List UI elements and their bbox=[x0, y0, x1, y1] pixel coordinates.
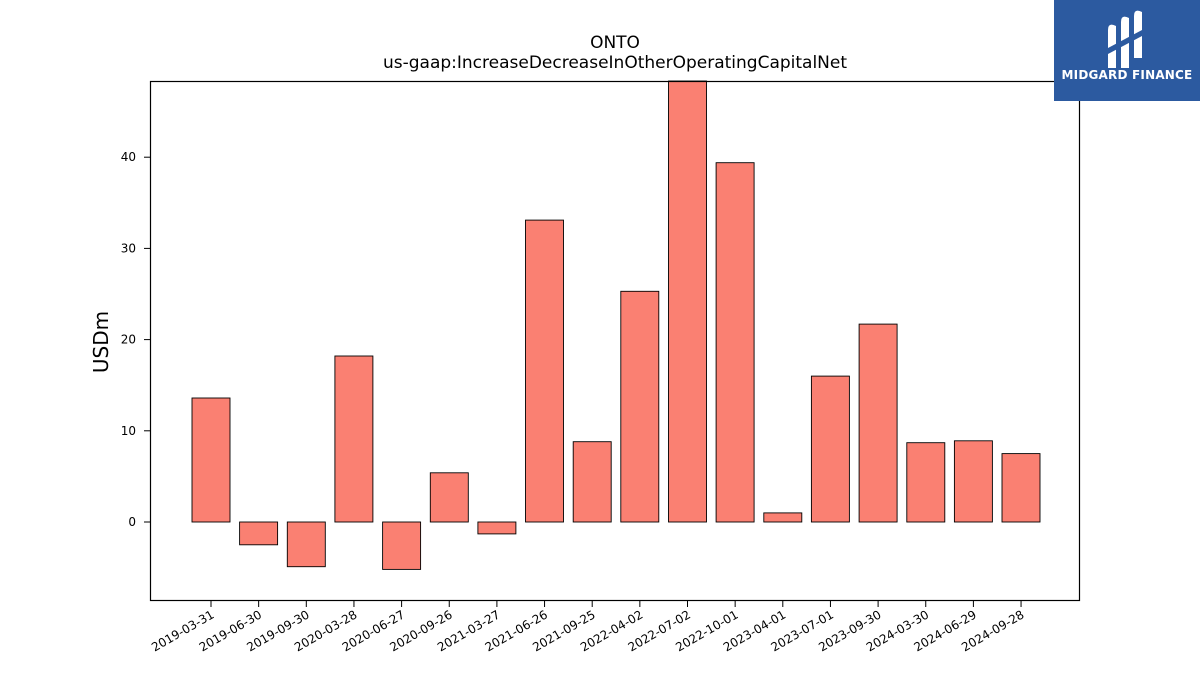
chart-title: ONTO bbox=[590, 33, 640, 53]
bar-2020-06-27 bbox=[382, 521, 422, 570]
bar-2020-03-28 bbox=[334, 355, 374, 523]
bar-2024-06-29 bbox=[953, 440, 993, 523]
y-tick-label: 0 bbox=[128, 515, 136, 529]
bar-2019-09-30 bbox=[286, 521, 326, 568]
bar-2021-06-26 bbox=[525, 219, 564, 523]
plot-frame bbox=[149, 80, 1081, 602]
bar-2019-03-31 bbox=[191, 397, 231, 523]
bar-2022-07-02 bbox=[668, 80, 707, 523]
x-axis-ticks: 2019-03-312019-06-302019-09-302020-03-28… bbox=[149, 601, 1027, 654]
bar-2021-09-25 bbox=[572, 441, 612, 523]
bar-2019-06-30 bbox=[239, 521, 279, 546]
bar-2024-03-30 bbox=[906, 442, 946, 523]
bar-2023-09-30 bbox=[858, 323, 898, 523]
logo-text: MIDGARD FINANCE bbox=[1061, 68, 1193, 82]
bar-2022-10-01 bbox=[715, 162, 755, 523]
bar-2024-09-28 bbox=[1001, 453, 1041, 523]
y-tick-label: 30 bbox=[121, 241, 136, 255]
y-axis-label: USDm bbox=[89, 311, 113, 373]
y-tick-label: 40 bbox=[121, 150, 136, 164]
y-axis-ticks: 0 10 20 30 40 bbox=[121, 150, 150, 529]
bar-2021-03-27 bbox=[477, 521, 517, 535]
bar-2022-04-02 bbox=[620, 290, 660, 523]
midgard-finance-logo: MIDGARD FINANCE bbox=[1054, 0, 1200, 101]
bar-2020-09-26 bbox=[429, 472, 469, 523]
bar-2023-04-01 bbox=[763, 512, 803, 523]
chart-subtitle: us-gaap:IncreaseDecreaseInOtherOperating… bbox=[383, 53, 847, 73]
bar-2023-07-01 bbox=[810, 375, 850, 523]
bars-group bbox=[191, 80, 1041, 570]
midgard-logo-icon bbox=[1108, 10, 1142, 69]
y-tick-label: 20 bbox=[121, 333, 136, 347]
y-tick-label: 10 bbox=[121, 424, 136, 438]
